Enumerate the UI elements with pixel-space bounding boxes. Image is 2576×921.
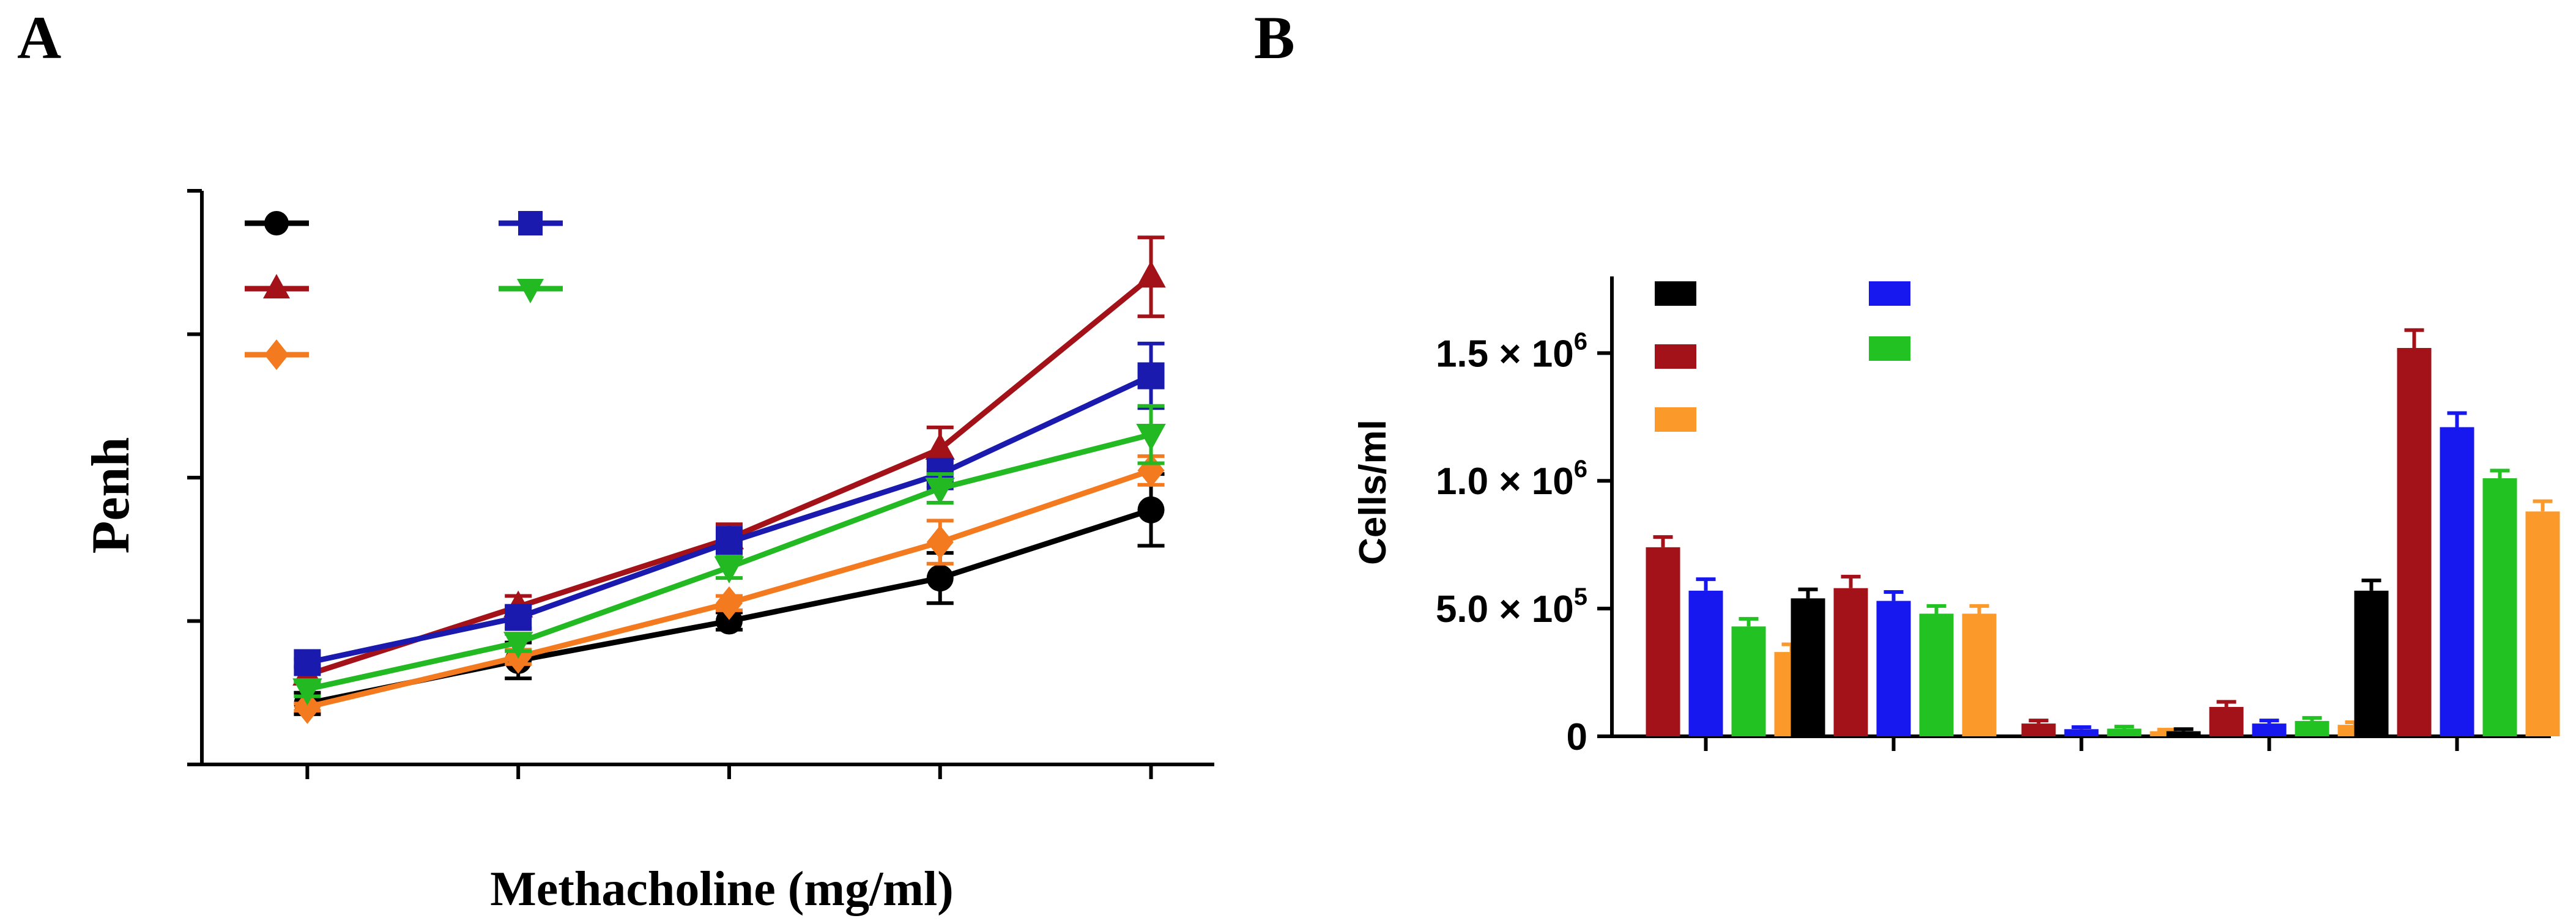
bar-gpa30 — [1919, 613, 1954, 736]
bar-p — [1962, 613, 1997, 736]
legend-swatch — [1869, 336, 1910, 361]
bar-n — [1791, 598, 1825, 736]
y-tick-base: 1.0 × 10 — [1436, 460, 1574, 503]
panel-a-line-chart: A Methacholine (mg/ml) Penh — [17, 4, 1214, 916]
bar-ova — [2021, 723, 2056, 736]
bar-p — [2525, 511, 2560, 736]
legend-marker — [264, 211, 289, 235]
data-point — [925, 477, 955, 505]
data-point — [505, 604, 532, 631]
legend-swatch — [1655, 281, 1696, 306]
bar-group-monocytes — [1791, 574, 1997, 736]
bar-gpa30 — [2107, 728, 2142, 736]
y-tick-label: 1.5 × 106 — [1436, 328, 1587, 375]
panel-b-bars-group — [1646, 328, 2560, 736]
data-point — [292, 678, 322, 706]
data-point — [294, 649, 321, 676]
legend-item-gpa10 — [499, 211, 563, 235]
legend-marker — [517, 279, 544, 303]
legend-marker — [263, 274, 290, 298]
panel-a-y-axis-title: Penh — [81, 437, 141, 554]
y-tick-exponent: 5 — [1574, 583, 1587, 610]
bar-group-lymphocytes — [2166, 700, 2372, 736]
legend-item-n — [1655, 281, 1696, 306]
bar-gpa10 — [1688, 590, 1723, 736]
panel-a-axes — [187, 189, 1214, 779]
legend-item-p — [245, 339, 309, 370]
data-point — [1136, 424, 1166, 451]
y-tick-base: 5.0 × 10 — [1436, 588, 1574, 631]
legend-swatch — [1655, 344, 1696, 369]
bar-group-eosinophils — [1646, 535, 1809, 736]
data-point — [1137, 362, 1165, 390]
data-point — [925, 432, 955, 460]
panel-b-y-axis-title: Cells/ml — [1352, 420, 1394, 565]
bar-gpa10 — [2064, 729, 2099, 736]
bar-n — [2354, 590, 2389, 736]
legend-swatch — [1869, 281, 1910, 306]
series-p — [294, 453, 1165, 724]
legend-item-gpa30 — [499, 279, 563, 303]
legend-marker — [264, 339, 289, 370]
bar-gpa10 — [1876, 601, 1911, 736]
data-point — [715, 607, 743, 635]
bar-ova — [2209, 706, 2244, 736]
bar-gpa10 — [2252, 723, 2287, 736]
data-point — [926, 564, 954, 592]
data-point — [1136, 261, 1166, 288]
y-tick-base: 1.5 × 10 — [1436, 333, 1574, 375]
legend-swatch — [1655, 407, 1696, 432]
y-tick-exponent: 6 — [1574, 456, 1587, 483]
y-tick-base: 0 — [1567, 716, 1587, 758]
bar-n — [2166, 731, 2201, 736]
bar-gpa30 — [2295, 720, 2329, 736]
data-point — [503, 632, 533, 659]
panel-b-label: B — [1254, 4, 1295, 72]
bar-ova — [1646, 547, 1680, 736]
data-point — [1137, 496, 1165, 523]
panel-a-series-group — [292, 235, 1166, 724]
panel-a-legend — [245, 211, 563, 370]
y-tick-exponent: 6 — [1574, 328, 1587, 355]
legend-item-ova — [1655, 344, 1696, 369]
panel-a-label: A — [17, 4, 61, 72]
series-gpa30 — [292, 404, 1166, 706]
bar-group-total-cells — [2354, 328, 2560, 736]
legend-item-ova — [245, 274, 309, 298]
bar-gpa30 — [1731, 626, 1766, 736]
bar-ova — [1833, 588, 1868, 736]
legend-item-n — [245, 211, 309, 235]
y-tick-label: 5.0 × 105 — [1436, 583, 1587, 631]
bar-gpa10 — [2440, 427, 2474, 736]
legend-item-p — [1655, 407, 1696, 432]
bar-group-neutrophils — [2021, 719, 2184, 736]
bar-ova — [2397, 347, 2432, 736]
bar-gpa30 — [2482, 478, 2517, 736]
data-point — [715, 586, 743, 620]
y-tick-label: 1.0 × 106 — [1436, 456, 1587, 503]
y-tick-label: 0 — [1567, 716, 1587, 758]
data-point — [926, 525, 954, 560]
legend-item-gpa30 — [1869, 336, 1910, 361]
legend-marker — [518, 211, 543, 235]
legend-item-gpa10 — [1869, 281, 1910, 306]
data-point — [294, 690, 321, 724]
panel-b-legend — [1655, 281, 1910, 432]
data-point — [715, 528, 743, 556]
panel-a-x-axis-title: Methacholine (mg/ml) — [490, 862, 954, 916]
data-point — [714, 556, 744, 583]
